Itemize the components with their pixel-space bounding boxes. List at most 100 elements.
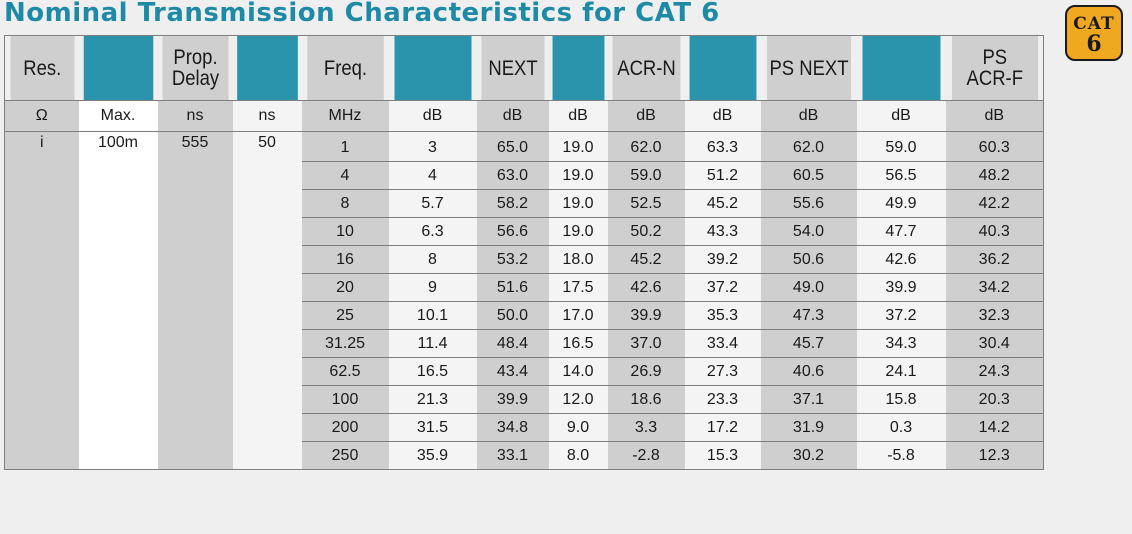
column-header-label: Res. [22, 56, 61, 80]
characteristics-table: Res. Prop. Delay Freq. NEXT ACR-N PS NEXT PS ACR… [4, 35, 1044, 470]
header-row: Res. Prop. Delay Freq. NEXT ACR-N PS NEXT PS ACR… [5, 35, 1044, 101]
table-cell: 35.9 [388, 441, 477, 470]
table-cell: 8.0 [548, 441, 608, 470]
table-cell: 16 [301, 245, 389, 274]
table-cell: 55.6 [760, 189, 857, 218]
table-cell: 59.0 [607, 161, 685, 190]
unit-cell: dB [760, 100, 857, 132]
column-header-label: Freq. [323, 56, 367, 80]
header-spacer [83, 35, 153, 101]
table-cell: 42.2 [945, 189, 1044, 218]
table-cell: 62.5 [301, 357, 389, 386]
table-cell: 17.2 [684, 413, 761, 442]
badge-line-2: 6 [1086, 31, 1102, 57]
table-cell: -2.8 [607, 441, 685, 470]
table-cell: 39.9 [856, 273, 946, 302]
unit-cell: ns [232, 100, 302, 132]
column-header-label: PS NEXT [768, 56, 849, 80]
table-cell: 42.6 [856, 245, 946, 274]
table-cell: 20.3 [945, 385, 1044, 414]
table-cell: 15.8 [856, 385, 946, 414]
table-cell: 19.0 [548, 217, 608, 246]
column-header: PS ACR-F [951, 35, 1038, 101]
table-cell: 53.2 [476, 245, 549, 274]
table-cell: 40.3 [945, 217, 1044, 246]
cat6-badge: CAT 6 [1065, 5, 1123, 61]
table-cell: 47.3 [760, 301, 857, 330]
table-cell: 50.0 [476, 301, 549, 330]
table-cell: 34.8 [476, 413, 549, 442]
unit-cell: dB [548, 100, 608, 132]
table-cell: 1 [301, 131, 389, 162]
unit-cell: ns [157, 100, 233, 132]
table-body: Ω Max. ns ns MHz dB dB dB dB dB dB dB dB i 100m 555 50 1 3… [4, 100, 1044, 470]
table-cell: 250 [301, 441, 389, 470]
table-cell: 52.5 [607, 189, 685, 218]
table-cell: 60.3 [945, 131, 1044, 162]
table-cell: 63.3 [684, 131, 761, 162]
column-header: Freq. [306, 35, 384, 101]
table-cell: 63.0 [476, 161, 549, 190]
unit-cell: dB [945, 100, 1044, 132]
table-cell: 20 [301, 273, 389, 302]
column-header-label: PS ACR-F [966, 46, 1023, 90]
table-cell: 100 [301, 385, 389, 414]
fixed-cell-delay: 555 [157, 131, 233, 470]
table-cell: 14.2 [945, 413, 1044, 442]
table-cell: 43.4 [476, 357, 549, 386]
column-header: ACR-N [612, 35, 680, 101]
table-cell: 3 [388, 131, 477, 162]
table-cell: 19.0 [548, 189, 608, 218]
table-cell: 33.1 [476, 441, 549, 470]
table-cell: 15.3 [684, 441, 761, 470]
table-cell: 19.0 [548, 161, 608, 190]
table-cell: 39.9 [476, 385, 549, 414]
table-cell: 23.3 [684, 385, 761, 414]
table-cell: 9.0 [548, 413, 608, 442]
header-spacer [393, 35, 472, 101]
table-cell: 5.7 [388, 189, 477, 218]
table-cell: 31.25 [301, 329, 389, 358]
unit-cell: MHz [301, 100, 389, 132]
unit-cell: Ω [4, 100, 79, 132]
table-cell: 31.5 [388, 413, 477, 442]
table-cell: 11.4 [388, 329, 477, 358]
table-cell: 25 [301, 301, 389, 330]
unit-cell: dB [388, 100, 477, 132]
table-cell: 8 [388, 245, 477, 274]
table-row: 200 31.5 34.8 9.0 3.3 17.2 31.9 0.3 14.2 [5, 413, 1044, 442]
column-header-label: NEXT [487, 56, 538, 80]
header-spacer [236, 35, 298, 101]
table-cell: 62.0 [607, 131, 685, 162]
table-cell: 24.3 [945, 357, 1044, 386]
table-row: i 100m 555 50 1 3 65.0 19.0 62.0 63.3 62.0 59.0 60.3 [4, 131, 1044, 470]
table-cell: 37.1 [760, 385, 857, 414]
column-header: PS NEXT [766, 35, 851, 101]
unit-cell: Max. [78, 100, 158, 132]
badge-line-1: CAT [1073, 14, 1115, 34]
table-row: 16 8 53.2 18.0 45.2 39.2 50.6 42.6 36.2 [5, 245, 1044, 274]
table-cell: 3.3 [607, 413, 685, 442]
table-cell: 200 [301, 413, 389, 442]
table-cell: 47.7 [856, 217, 946, 246]
page-title: Nominal Transmission Characteristics for… [4, 0, 720, 28]
column-header-label: ACR-N [616, 56, 676, 80]
table-cell: 14.0 [548, 357, 608, 386]
fixed-cell-max: 100m [78, 131, 158, 470]
table-cell: 4 [388, 161, 477, 190]
table-row: 62.5 16.5 43.4 14.0 26.9 27.3 40.6 24.1 24.3 [5, 357, 1044, 386]
table-cell: 18.6 [607, 385, 685, 414]
table-cell: 19.0 [548, 131, 608, 162]
table-cell: 45.2 [607, 245, 685, 274]
unit-cell: dB [607, 100, 685, 132]
table-cell: 36.2 [945, 245, 1044, 274]
table-cell: 34.3 [856, 329, 946, 358]
column-header: NEXT [480, 35, 545, 101]
unit-cell: dB [684, 100, 761, 132]
table-cell: 4 [301, 161, 389, 190]
table-cell: 58.2 [476, 189, 549, 218]
table-cell: 51.2 [684, 161, 761, 190]
table-cell: 34.2 [945, 273, 1044, 302]
table-cell: 12.3 [945, 441, 1044, 470]
table-cell: 27.3 [684, 357, 761, 386]
